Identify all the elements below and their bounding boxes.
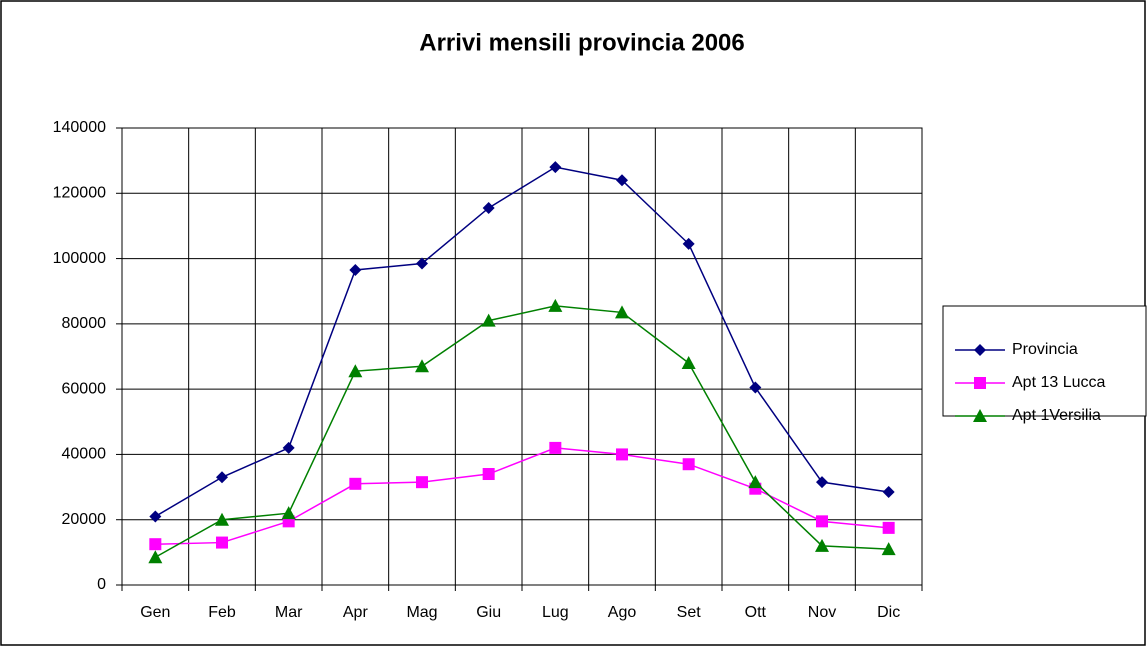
x-tick-label: Apr	[343, 604, 369, 621]
marker	[749, 381, 762, 394]
series-line	[154, 305, 889, 558]
marker	[816, 476, 828, 489]
legend-label: Apt 13 Lucca	[1012, 374, 1106, 391]
marker	[973, 409, 987, 422]
marker	[148, 550, 163, 564]
legend-label: Provincia	[1012, 341, 1078, 358]
y-tick-label: 0	[97, 576, 106, 593]
marker	[281, 506, 296, 520]
marker	[348, 364, 363, 378]
marker	[616, 448, 628, 461]
marker	[682, 458, 695, 471]
series-line	[155, 447, 889, 545]
marker	[416, 476, 428, 489]
marker	[149, 538, 162, 551]
y-tick-label: 20000	[62, 511, 107, 528]
marker	[616, 174, 628, 187]
legend-box	[942, 305, 1147, 417]
x-tick-label: Feb	[208, 604, 236, 621]
x-tick-label: Ago	[608, 604, 637, 621]
x-tick-label: Gen	[140, 604, 170, 621]
marker	[815, 538, 829, 552]
marker	[215, 512, 229, 526]
marker	[882, 485, 895, 498]
marker	[881, 542, 896, 556]
y-tick-label: 40000	[62, 446, 107, 463]
marker	[974, 377, 986, 389]
marker	[681, 356, 696, 370]
x-tick-label: Dic	[877, 604, 900, 621]
x-tick-label: Nov	[808, 604, 836, 621]
x-tick-label: Lug	[542, 604, 569, 621]
marker	[615, 305, 629, 319]
marker	[216, 536, 228, 549]
marker	[415, 359, 429, 373]
x-tick-label: Ott	[745, 604, 767, 621]
y-tick-label: 120000	[53, 185, 106, 202]
marker	[748, 475, 763, 489]
marker	[282, 441, 295, 454]
y-tick-label: 80000	[62, 315, 107, 332]
marker	[482, 468, 495, 481]
x-tick-label: Giu	[476, 604, 501, 621]
marker	[682, 237, 695, 250]
marker	[974, 344, 986, 356]
x-tick-label: Mag	[406, 604, 437, 621]
chart-title: Arrivi mensili provincia 2006	[419, 29, 745, 56]
y-tick-label: 60000	[62, 380, 107, 397]
marker	[349, 263, 362, 276]
marker	[482, 201, 495, 214]
marker	[481, 313, 496, 327]
marker	[149, 510, 162, 523]
marker	[349, 477, 362, 490]
x-tick-label: Mar	[275, 604, 303, 621]
marker	[416, 257, 428, 270]
marker	[549, 441, 562, 454]
y-tick-label: 100000	[53, 250, 106, 267]
x-tick-label: Set	[677, 604, 702, 621]
marker	[816, 515, 828, 528]
series-line	[154, 166, 889, 518]
marker	[882, 521, 895, 534]
legend-label: Apt 1Versilia	[1012, 407, 1101, 424]
marker	[549, 161, 562, 174]
marker	[216, 471, 228, 484]
y-tick-label: 140000	[53, 119, 106, 136]
marker	[548, 298, 563, 312]
